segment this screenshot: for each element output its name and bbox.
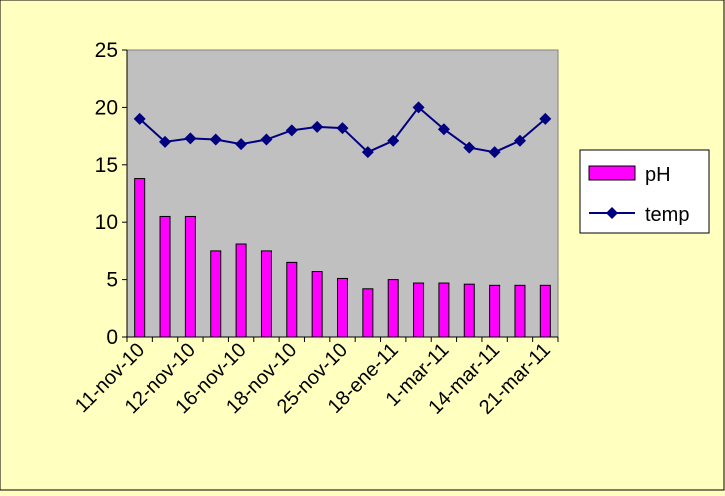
- legend-box: [579, 149, 710, 234]
- temp-point: [437, 123, 450, 136]
- temp-point: [513, 134, 526, 147]
- temp-point: [209, 133, 222, 146]
- temp-point: [311, 120, 324, 133]
- ph-bars: [134, 178, 551, 338]
- legend-swatch-temp-marker: [606, 207, 618, 219]
- y-tick-label: 20: [95, 96, 118, 119]
- y-tick-label: 15: [95, 154, 118, 177]
- temp-point: [336, 122, 349, 135]
- ph-bar: [514, 284, 526, 338]
- ph-bar: [413, 282, 425, 338]
- ph-bar: [159, 215, 171, 338]
- legend: pH temp: [579, 149, 710, 234]
- ph-bar: [387, 279, 399, 338]
- ph-bar: [539, 284, 551, 338]
- ph-bar: [337, 277, 348, 338]
- temp-point: [488, 146, 501, 159]
- temp-point: [539, 112, 552, 125]
- temp-point: [285, 124, 298, 137]
- temp-point: [184, 132, 197, 145]
- ph-bar: [134, 178, 146, 338]
- temp-point: [361, 146, 374, 159]
- ph-bar: [184, 215, 196, 338]
- temp-point: [463, 141, 476, 154]
- y-tick-label: 25: [95, 39, 118, 62]
- ph-bar: [438, 282, 450, 338]
- ph-bar: [362, 288, 374, 338]
- legend-label-temp: temp: [645, 204, 689, 226]
- ph-bar: [210, 250, 222, 338]
- temp-point: [235, 138, 248, 151]
- ph-bar: [286, 261, 298, 338]
- legend-label-ph: pH: [645, 164, 671, 186]
- y-tick-label: 0: [106, 326, 118, 349]
- temp-point: [159, 135, 172, 148]
- temp-point: [133, 112, 146, 125]
- ph-bar: [260, 250, 272, 338]
- temp-point: [387, 134, 400, 147]
- temp-line-series: [133, 101, 552, 159]
- temp-point: [412, 101, 425, 114]
- y-axis: 0 5 10 15 20 25: [95, 39, 128, 349]
- y-tick-label: 5: [106, 269, 118, 292]
- ph-bar: [489, 284, 501, 338]
- ph-bar: [235, 243, 247, 338]
- ph-bar: [311, 271, 323, 338]
- ph-bar: [463, 283, 475, 338]
- y-tick-label: 10: [95, 211, 118, 234]
- legend-swatch-ph: [588, 165, 636, 181]
- temp-point: [260, 133, 273, 146]
